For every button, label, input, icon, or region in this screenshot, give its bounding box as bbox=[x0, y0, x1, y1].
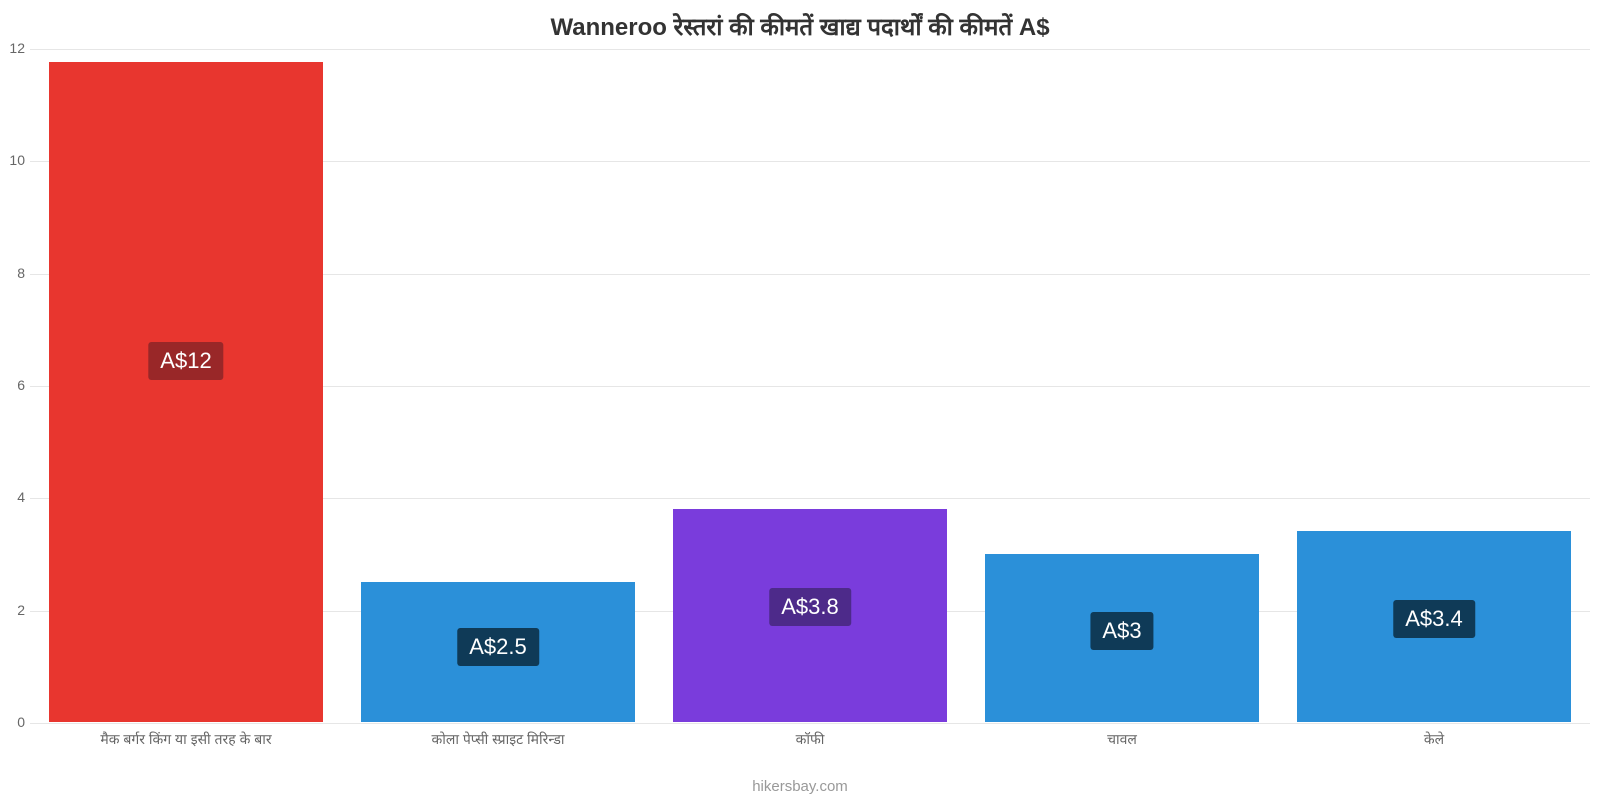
ytick-label: 12 bbox=[0, 40, 25, 56]
ytick-label: 0 bbox=[0, 714, 25, 730]
ytick-label: 2 bbox=[0, 602, 25, 618]
chart-credit: hikersbay.com bbox=[0, 778, 1600, 795]
plot-area: A$12 A$2.5 A$3.8 A$3 A$3.4 bbox=[30, 48, 1590, 722]
ytick-label: 8 bbox=[0, 265, 25, 281]
xtick-label: कॉफी bbox=[654, 730, 966, 749]
xtick-label: चावल bbox=[966, 730, 1278, 749]
bar-value-label: A$3.4 bbox=[1393, 600, 1475, 638]
xtick-label: केले bbox=[1278, 730, 1590, 749]
bar bbox=[49, 62, 324, 722]
ytick-label: 6 bbox=[0, 377, 25, 393]
gridline bbox=[30, 723, 1590, 724]
xtick-label: मैक बर्गर किंग या इसी तरह के बार bbox=[30, 730, 342, 749]
ytick-label: 4 bbox=[0, 489, 25, 505]
ytick-label: 10 bbox=[0, 152, 25, 168]
chart-title: Wanneroo रेस्तरां की कीमतें खाद्य पदार्थ… bbox=[0, 10, 1600, 43]
bar-value-label: A$2.5 bbox=[457, 628, 539, 666]
gridline bbox=[30, 49, 1590, 50]
bar-value-label: A$3.8 bbox=[769, 588, 851, 626]
xtick-label: कोला पेप्सी स्प्राइट मिरिन्डा bbox=[342, 730, 654, 749]
bar-value-label: A$3 bbox=[1090, 612, 1153, 650]
bar-value-label: A$12 bbox=[148, 342, 223, 380]
